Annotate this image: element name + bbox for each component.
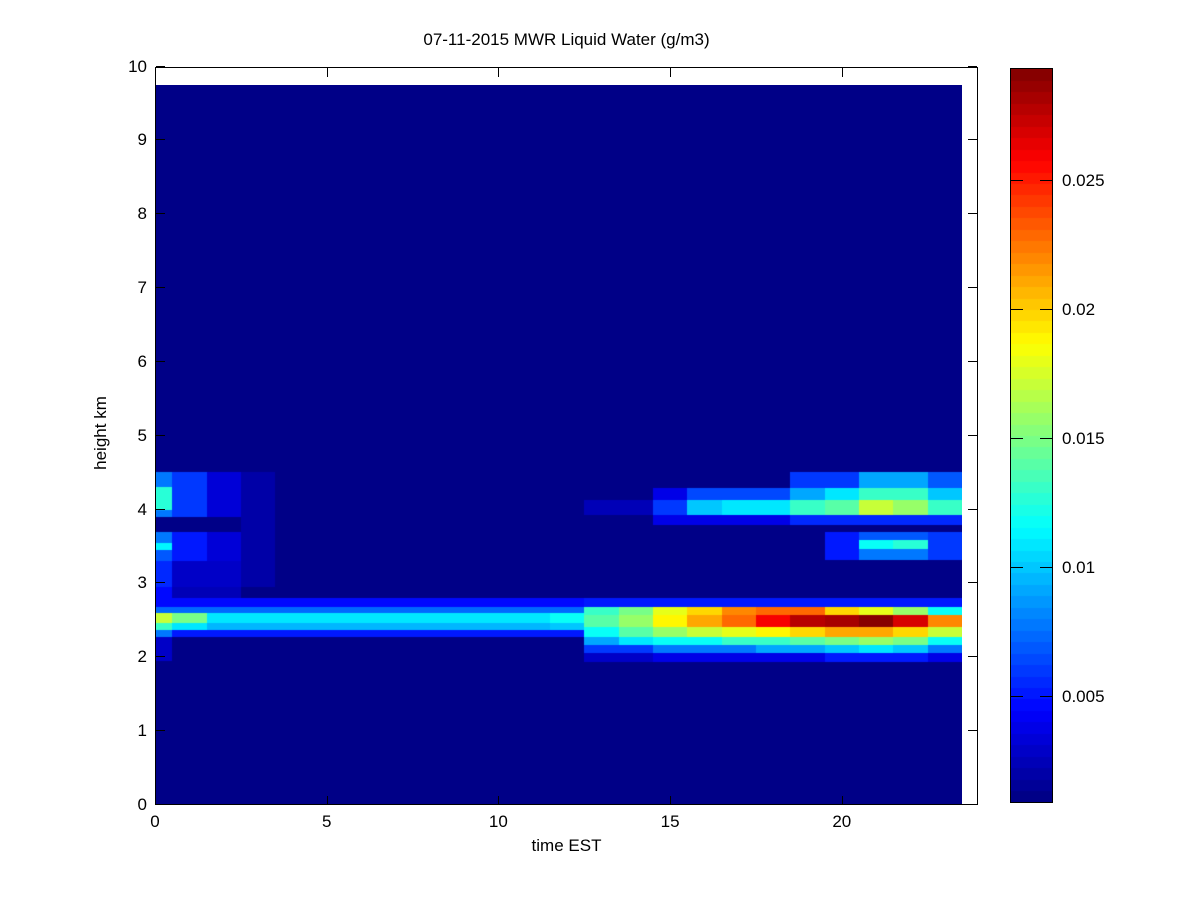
y-tick-label: 1 <box>137 721 147 741</box>
x-axis-label: time EST <box>531 836 602 855</box>
colorbar-tick-mark <box>1011 309 1023 311</box>
colorbar-tick-mark <box>1011 567 1023 569</box>
y-tick-label: 8 <box>137 204 147 224</box>
y-tick-mark <box>156 730 165 732</box>
colorbar-tick-mark-right <box>1040 696 1052 698</box>
x-tick-mark <box>841 796 843 805</box>
x-tick-label: 5 <box>321 812 332 831</box>
y-tick-mark <box>156 360 165 362</box>
colorbar-box <box>1010 68 1053 803</box>
colorbar-tick-mark-right <box>1040 567 1052 569</box>
x-tick-label: 0 <box>150 812 160 831</box>
colorbar-tick-mark-right <box>1040 309 1052 311</box>
y-tick-mark-right <box>968 139 977 141</box>
colorbar-tick-label: 0.01 <box>1062 558 1096 578</box>
x-tick-mark <box>498 796 500 805</box>
y-tick-label: 2 <box>137 647 147 667</box>
heatmap-canvas <box>155 85 962 805</box>
colorbar-canvas <box>1011 69 1052 802</box>
y-tick-mark <box>156 139 165 141</box>
colorbar-tick-mark <box>1011 696 1023 698</box>
chart-title: 07-11-2015 MWR Liquid Water (g/m3) <box>423 30 710 49</box>
y-tick-label: 3 <box>137 573 147 593</box>
y-tick-mark <box>156 213 165 215</box>
x-tick-mark-top <box>841 68 843 77</box>
y-tick-mark-right <box>968 213 977 215</box>
colorbar-tick-mark-right <box>1040 438 1052 440</box>
y-tick-mark <box>156 434 165 436</box>
y-tick-label: 6 <box>137 351 147 371</box>
colorbar-tick-mark <box>1011 438 1023 440</box>
y-tick-mark-right <box>968 804 977 805</box>
x-tick-mark-top <box>155 68 156 77</box>
y-tick-mark-right <box>968 434 977 436</box>
y-tick-mark <box>156 582 165 584</box>
x-tick-mark <box>670 796 672 805</box>
x-tick-label: 10 <box>488 812 508 831</box>
colorbar-tick-label: 0.005 <box>1062 687 1105 707</box>
y-tick-label: 4 <box>137 499 147 519</box>
y-tick-label: 10 <box>128 56 147 76</box>
y-tick-label: 5 <box>137 425 147 445</box>
plot-box <box>155 67 978 805</box>
y-tick-mark-right <box>968 656 977 658</box>
x-tick-label: 20 <box>832 812 852 831</box>
y-tick-label: 9 <box>137 130 147 150</box>
y-tick-label: 0 <box>137 795 147 814</box>
colorbar-tick-mark-right <box>1040 180 1052 182</box>
x-tick-label: 15 <box>660 812 680 831</box>
y-tick-mark <box>156 65 165 67</box>
colorbar-tick-label: 0.02 <box>1062 300 1096 320</box>
y-tick-mark <box>156 804 165 805</box>
y-tick-mark-right <box>968 360 977 362</box>
x-tick-mark-top <box>326 68 328 77</box>
y-tick-mark-right <box>968 582 977 584</box>
y-tick-mark-right <box>968 287 977 289</box>
x-tick-mark <box>326 796 328 805</box>
y-tick-label: 7 <box>137 278 147 298</box>
x-tick-mark <box>155 796 156 805</box>
y-tick-mark-right <box>968 65 977 67</box>
y-tick-mark <box>156 656 165 658</box>
y-tick-mark <box>156 508 165 510</box>
colorbar-tick-mark <box>1011 180 1023 182</box>
y-tick-mark-right <box>968 508 977 510</box>
x-tick-mark-top <box>670 68 672 77</box>
colorbar-tick-label: 0.015 <box>1062 429 1105 449</box>
y-tick-mark-right <box>968 730 977 732</box>
y-tick-mark <box>156 287 165 289</box>
colorbar-tick-label: 0.025 <box>1062 171 1105 191</box>
x-tick-mark-top <box>498 68 500 77</box>
